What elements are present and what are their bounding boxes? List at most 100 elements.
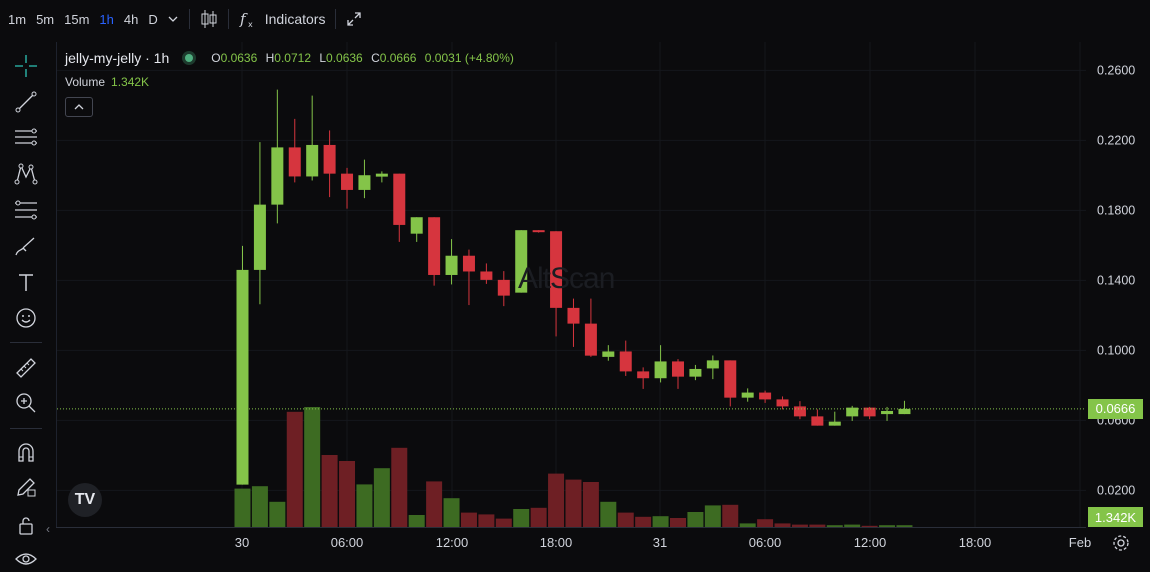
- time-tick-label: 30: [235, 535, 249, 550]
- open-key: O: [211, 51, 221, 65]
- candle: [288, 118, 301, 183]
- volume-bar: [652, 516, 669, 527]
- text-tool-icon[interactable]: [13, 269, 39, 295]
- candle-body: [602, 351, 615, 357]
- market-status-icon: [185, 54, 194, 62]
- candlestick-icon[interactable]: [200, 9, 218, 29]
- volume-bar: [548, 473, 565, 527]
- collapse-legend-button[interactable]: [65, 97, 93, 117]
- fib-retracement-icon[interactable]: [13, 197, 39, 223]
- volume-bar: [791, 524, 808, 527]
- candle-body: [236, 269, 249, 485]
- crosshair-icon[interactable]: [13, 53, 39, 79]
- volume-bar: [565, 479, 582, 527]
- candle-body: [271, 147, 284, 205]
- candle-body: [288, 147, 301, 177]
- candle: [462, 249, 475, 306]
- candle-body: [375, 173, 388, 177]
- volume-bar: [513, 509, 530, 527]
- price-chart[interactable]: 0.26000.22000.18000.14000.10000.06000.02…: [0, 0, 1150, 560]
- volume-bar: [635, 516, 652, 527]
- volume-bar: [844, 524, 861, 527]
- pattern-icon[interactable]: [13, 161, 39, 187]
- ruler-icon[interactable]: [13, 355, 39, 381]
- candle: [515, 230, 528, 293]
- timeframe-4h[interactable]: 4h: [123, 11, 139, 27]
- svg-text:f: f: [239, 10, 248, 28]
- candle-body: [759, 392, 772, 400]
- candle-body: [480, 271, 493, 280]
- volume-bar: [722, 504, 739, 527]
- candle: [567, 298, 580, 347]
- volume-bar: [234, 488, 251, 527]
- price-tick-label: 0.1400: [1097, 273, 1135, 287]
- timeframe-1h[interactable]: 1h: [99, 11, 114, 27]
- candle: [776, 396, 789, 410]
- timeframe-15m[interactable]: 15m: [64, 11, 90, 27]
- magnet-icon[interactable]: [13, 439, 39, 465]
- fullscreen-icon[interactable]: [346, 11, 362, 27]
- time-tick-label: 12:00: [436, 535, 469, 550]
- indicators-label: Indicators: [264, 11, 326, 27]
- candle-body: [567, 307, 580, 324]
- toolbar-divider: [227, 9, 229, 29]
- candle: [410, 217, 423, 242]
- volume-bar: [426, 481, 443, 527]
- candle: [602, 345, 615, 361]
- volume-bar: [251, 486, 268, 527]
- candle: [532, 230, 545, 233]
- candle-body: [515, 230, 528, 293]
- volume-value: 1.342K: [111, 75, 150, 89]
- time-tick-label: 06:00: [331, 535, 364, 550]
- brush-icon[interactable]: [13, 233, 39, 259]
- candle-body: [323, 144, 336, 174]
- candle: [271, 89, 284, 224]
- candle-body: [532, 230, 545, 233]
- candle: [846, 405, 859, 421]
- price-tick-label: 0.2600: [1097, 63, 1135, 77]
- symbol-title[interactable]: jelly-my-jelly · 1h: [65, 50, 170, 66]
- eye-icon[interactable]: [13, 546, 39, 572]
- settings-gear-icon[interactable]: [1112, 534, 1130, 555]
- volume-bar: [879, 525, 896, 527]
- collapse-toolbar-icon[interactable]: ‹: [46, 522, 50, 536]
- time-axis: 30 06:00 12:00 18:00 31 06:00 12:00 18:00 Feb: [235, 535, 1091, 550]
- pencil-lock-icon[interactable]: [13, 474, 39, 500]
- candle-body: [584, 323, 597, 356]
- last-price-tag: 0.0666: [1088, 398, 1143, 419]
- candle-body: [846, 407, 859, 417]
- emoji-icon[interactable]: [13, 305, 39, 331]
- price-tick-label: 0.1000: [1097, 343, 1135, 357]
- horizontal-lines-icon[interactable]: [13, 125, 39, 151]
- trend-line-icon[interactable]: [13, 89, 39, 115]
- volume-bar: [478, 514, 495, 527]
- candle: [811, 409, 824, 426]
- candle-body: [793, 406, 806, 417]
- tradingview-logo[interactable]: TV: [68, 483, 102, 517]
- timeframe-d[interactable]: D: [148, 11, 158, 27]
- price-tick-label: 0.0200: [1097, 483, 1135, 497]
- chart-grid: [57, 42, 1086, 527]
- timeframe-5m[interactable]: 5m: [36, 11, 55, 27]
- volume-bar: [408, 515, 425, 527]
- series-legend: jelly-my-jelly · 1h O0.0636 H0.0712 L0.0…: [65, 50, 519, 66]
- volume-bar: [826, 525, 843, 527]
- lock-icon[interactable]: [13, 512, 39, 538]
- candle-body: [358, 175, 371, 190]
- candle-body: [445, 255, 458, 275]
- candle-body: [410, 217, 423, 234]
- chevron-down-icon[interactable]: [167, 13, 179, 25]
- candle-body: [393, 173, 406, 225]
- candle-body: [741, 392, 754, 398]
- zoom-in-icon[interactable]: [13, 390, 39, 416]
- pane-border: [56, 42, 57, 528]
- candle: [584, 298, 597, 357]
- timeframe-1m[interactable]: 1m: [8, 11, 27, 27]
- high-value: 0.0712: [274, 51, 311, 65]
- candle: [793, 401, 806, 420]
- volume-bar: [670, 518, 686, 527]
- candle-body: [619, 351, 632, 372]
